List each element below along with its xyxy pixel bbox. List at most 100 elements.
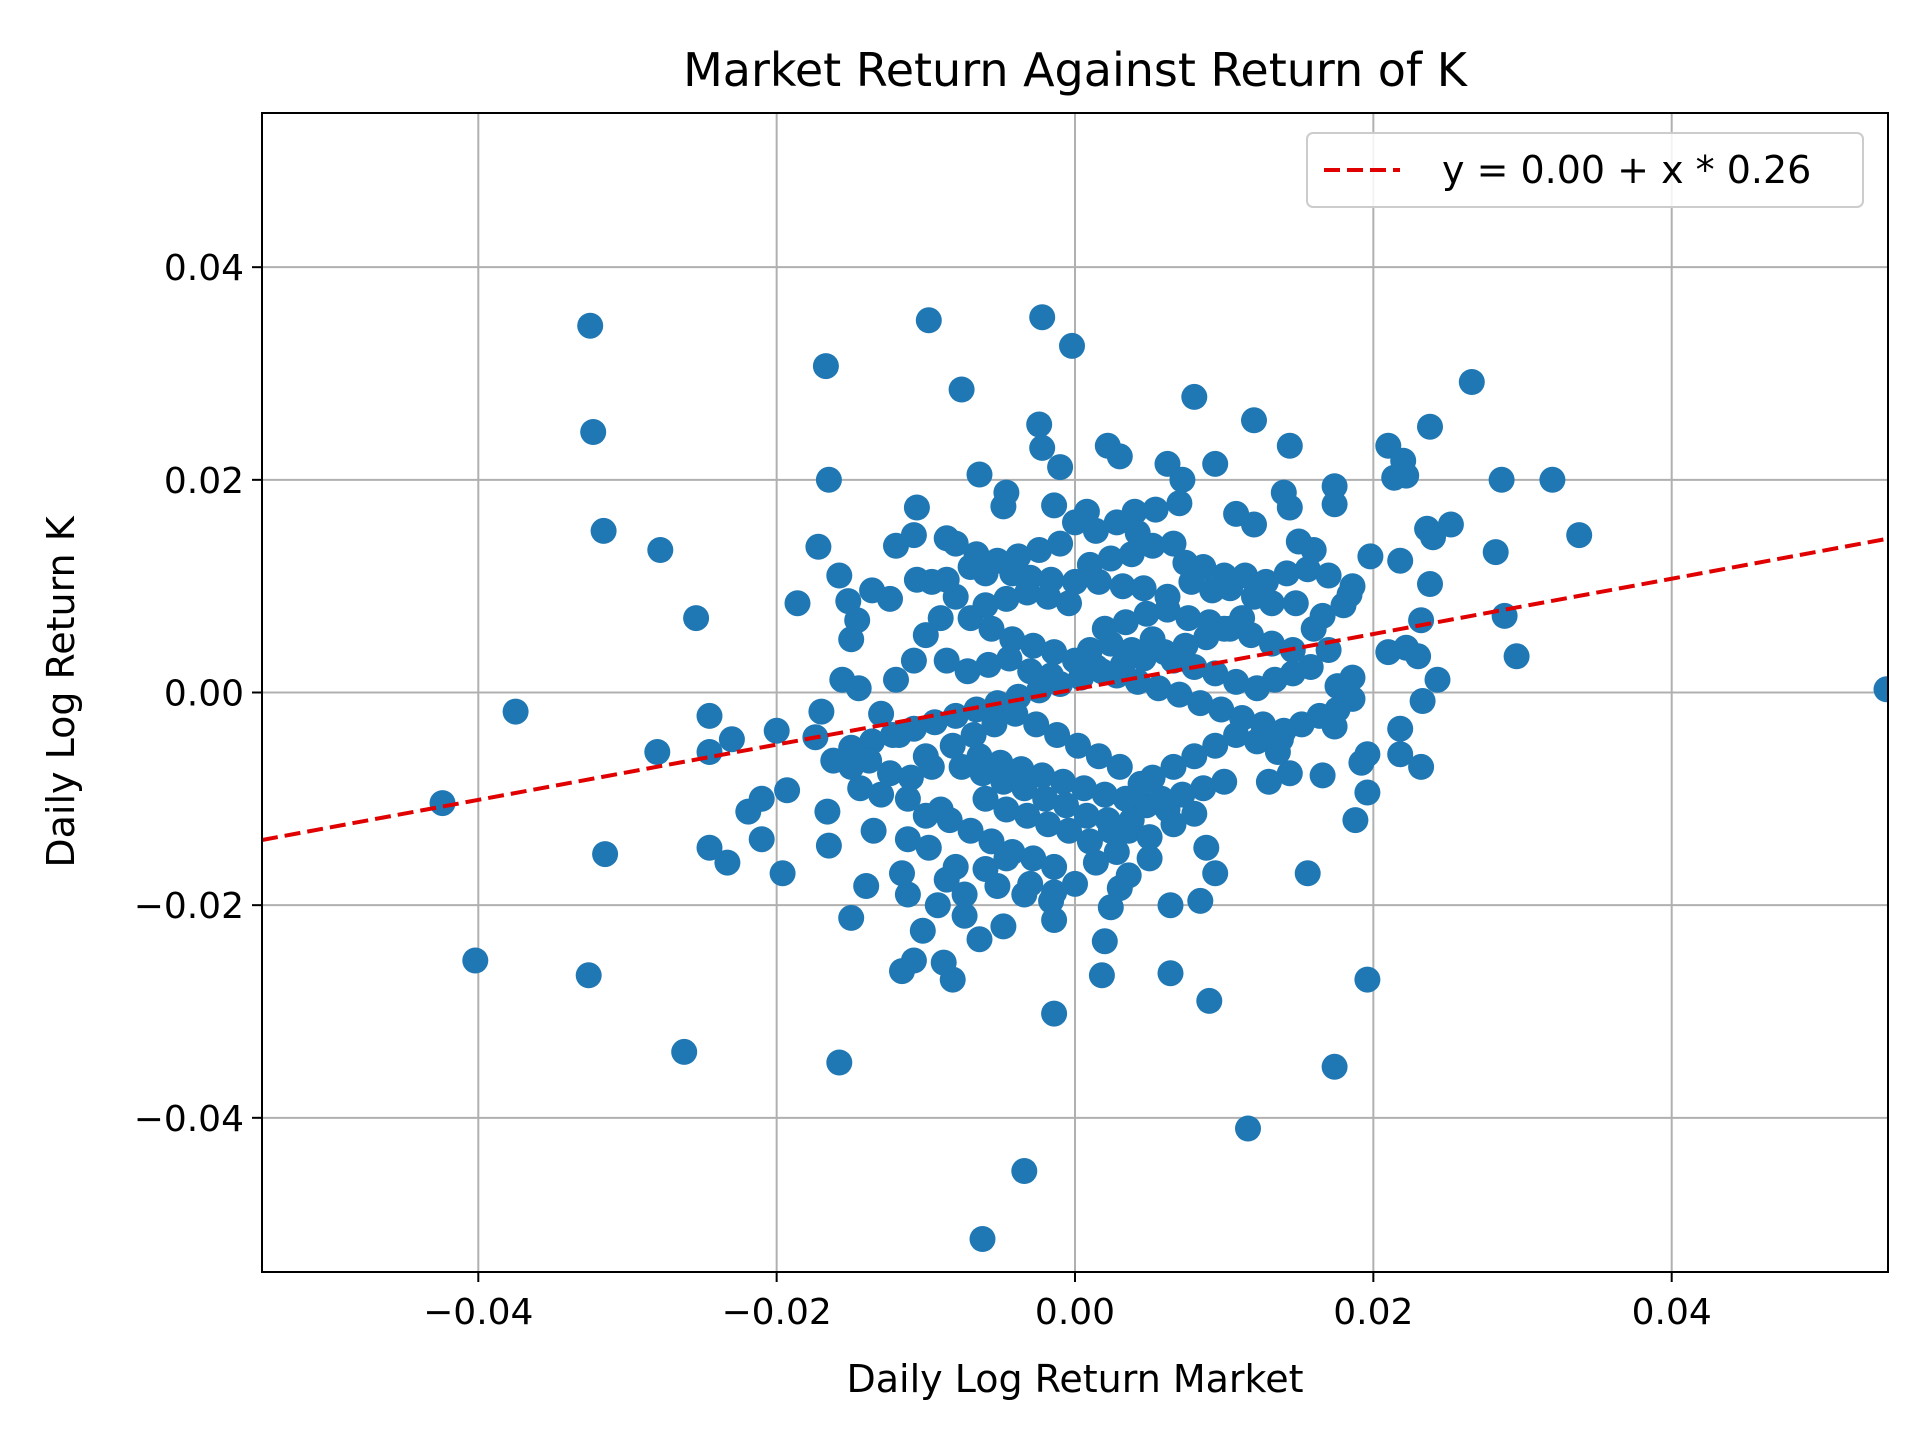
- scatter-point: [1142, 496, 1169, 523]
- scatter-point: [1029, 304, 1056, 331]
- scatter-point: [714, 849, 741, 876]
- scatter-point: [812, 353, 839, 380]
- scatter-point: [1017, 658, 1044, 685]
- scatter-point: [912, 622, 939, 649]
- scatter-point: [918, 753, 945, 780]
- scatter-point: [993, 845, 1020, 872]
- scatter-point: [1166, 490, 1193, 517]
- scatter-point: [1005, 543, 1032, 570]
- scatter-point: [1026, 537, 1053, 563]
- scatter-point: [1136, 824, 1163, 851]
- y-tick-label: −0.04: [134, 1099, 244, 1140]
- scatter-point: [1047, 530, 1074, 557]
- scatter-point: [915, 307, 942, 334]
- scatter-point: [957, 817, 984, 844]
- scatter-point: [696, 702, 723, 729]
- scatter-point: [903, 494, 930, 521]
- scatter-point: [814, 798, 841, 825]
- scatter-point: [1223, 722, 1250, 748]
- scatter-point: [894, 826, 921, 853]
- scatter-point: [1073, 802, 1100, 829]
- scatter-point: [683, 605, 710, 632]
- scatter-point: [671, 1038, 698, 1065]
- scatter-point: [1050, 768, 1077, 795]
- scatter-point: [948, 376, 975, 403]
- scatter-point: [696, 834, 723, 861]
- scatter-point: [993, 585, 1020, 612]
- scatter-point: [915, 834, 942, 861]
- scatter-point: [1047, 454, 1074, 481]
- scatter-point: [502, 698, 529, 725]
- scatter-point: [696, 739, 723, 765]
- scatter-point: [868, 781, 895, 808]
- scatter-point: [462, 947, 489, 974]
- scatter-point: [1244, 728, 1270, 755]
- scatter-point: [1175, 605, 1202, 632]
- scatter-point: [1196, 609, 1223, 636]
- scatter-point: [1223, 668, 1250, 695]
- scatter-point: [1321, 473, 1348, 500]
- scatter-point: [1321, 491, 1348, 518]
- scatter-point: [1417, 413, 1443, 440]
- scatter-point: [1232, 562, 1259, 589]
- scatter-point: [1062, 568, 1088, 595]
- scatter-point: [1166, 681, 1193, 708]
- scatter-point: [1408, 607, 1435, 634]
- scatter-point: [954, 658, 981, 685]
- scatter-point: [1211, 562, 1238, 589]
- scatter-point: [972, 592, 999, 619]
- scatter-point: [748, 785, 775, 812]
- scatter-point: [939, 732, 966, 759]
- scatter-point: [1053, 792, 1079, 819]
- scatter-point: [1539, 466, 1566, 493]
- scatter-point: [844, 607, 871, 634]
- scatter-point: [889, 860, 915, 887]
- scatter-point: [951, 881, 978, 908]
- scatter-point: [1115, 862, 1142, 889]
- scatter-point: [1387, 741, 1414, 768]
- scatter-point: [853, 873, 880, 899]
- scatter-point: [900, 522, 927, 549]
- scatter-point: [963, 541, 990, 568]
- scatter-point: [996, 645, 1023, 672]
- scatter-point: [933, 647, 960, 674]
- scatter-point: [1076, 637, 1103, 663]
- scatter-point: [1187, 887, 1214, 914]
- scatter-point: [1294, 556, 1321, 583]
- scatter-point: [1160, 647, 1187, 674]
- scatter-point: [1065, 732, 1091, 759]
- scatter-point: [1169, 466, 1196, 493]
- scatter-point: [990, 913, 1017, 940]
- scatter-point: [1106, 753, 1133, 780]
- scatter-point: [1169, 781, 1196, 808]
- scatter-point: [951, 902, 978, 929]
- scatter-point: [877, 585, 903, 612]
- scatter-point: [1118, 541, 1145, 568]
- y-axis-label: Daily Log Return K: [39, 515, 83, 867]
- scatter-point: [1103, 839, 1130, 865]
- scatter-point: [1211, 768, 1238, 795]
- scatter-point: [1124, 520, 1151, 546]
- scatter-point: [999, 626, 1026, 653]
- scatter-point: [1294, 860, 1321, 887]
- scatter-point: [1056, 817, 1082, 844]
- scatter-point: [1354, 966, 1381, 993]
- scatter-point: [1002, 700, 1029, 727]
- scatter-point: [1393, 462, 1420, 489]
- scatter-point: [1270, 717, 1297, 744]
- scatter-point: [1258, 630, 1285, 657]
- y-tick-label: 0.00: [164, 674, 244, 715]
- scatter-point: [826, 1049, 853, 1076]
- scatter-point: [1041, 639, 1068, 666]
- scatter-point: [1059, 332, 1085, 359]
- scatter-point: [1020, 632, 1047, 659]
- scatter-point: [1133, 600, 1160, 627]
- scatter-point: [942, 530, 969, 557]
- scatter-point: [1094, 807, 1121, 834]
- legend-label: y = 0.00 + x * 0.26: [1442, 148, 1811, 192]
- scatter-point: [1315, 562, 1342, 589]
- scatter-point: [969, 1226, 996, 1252]
- scatter-point: [1458, 369, 1485, 395]
- scatter-point: [856, 747, 883, 774]
